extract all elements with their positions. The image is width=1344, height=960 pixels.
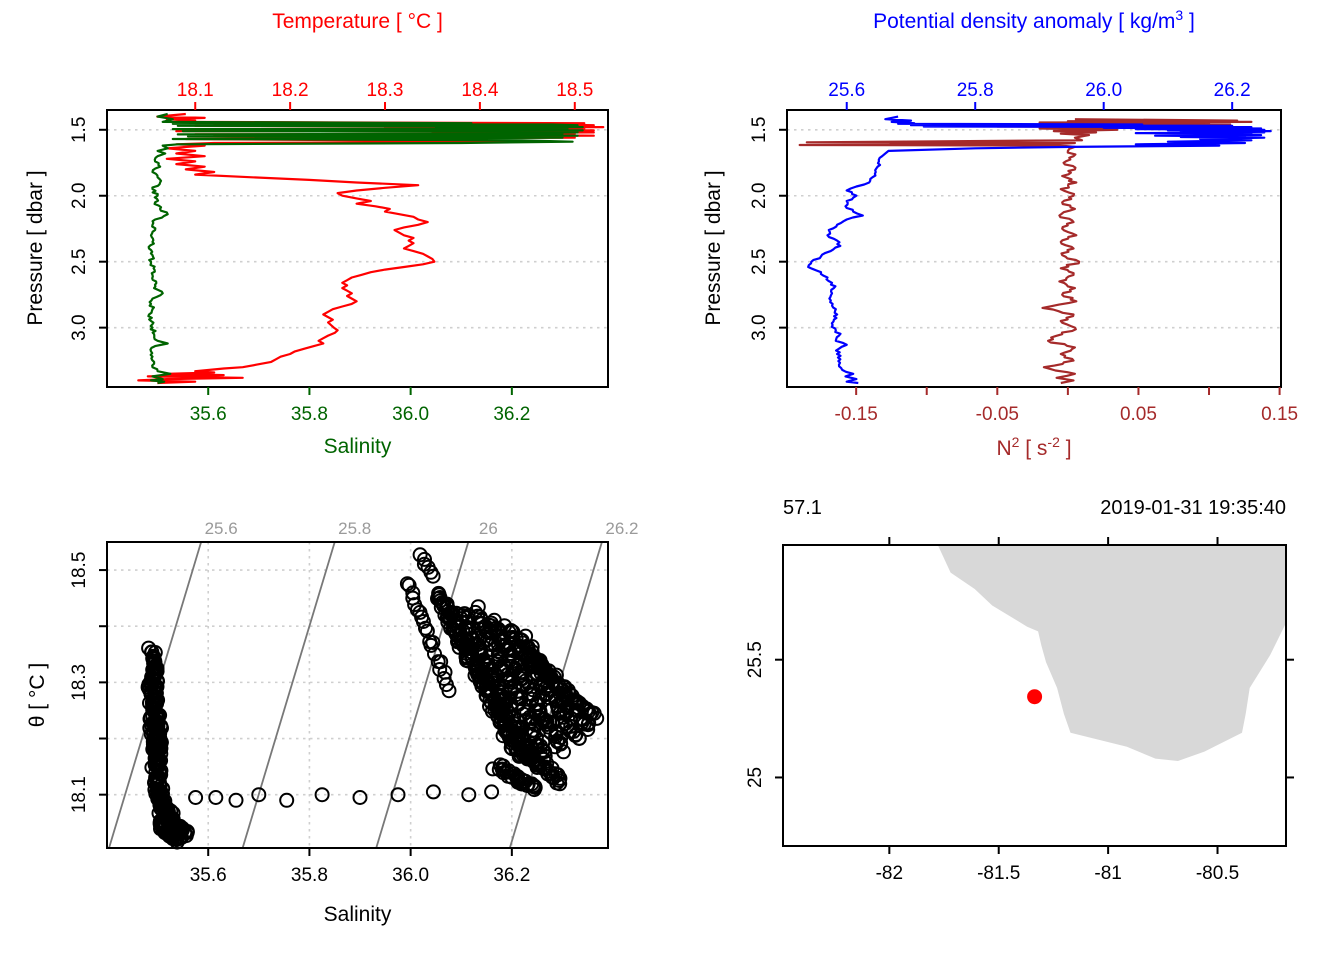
tick-label: 18.5 (556, 80, 593, 101)
axis-left: 1.5 2.0 2.5 3.0 (749, 117, 787, 341)
temperature-axis-title: Temperature [ °C ] (272, 10, 443, 33)
tick-label: -0.15 (835, 404, 878, 425)
isopycnal-label: 25.6 (205, 519, 238, 538)
tick-label: 18.1 (177, 80, 214, 101)
axis-bottom: 35.6 35.8 36.0 36.2 (190, 848, 530, 886)
ts-scatter-points (140, 547, 605, 850)
axis-bottom: -0.15 -0.05 0.05 0.15 (835, 387, 1298, 425)
tick-label: 18.5 (69, 552, 90, 589)
n2-title-n: N (996, 437, 1012, 460)
station-number-label: 57.1 (783, 497, 822, 519)
tick-label: 25.8 (957, 80, 994, 101)
pressure-axis-title-left-panel: Pressure [ dbar ] (24, 170, 47, 326)
panel-border (786, 109, 1282, 388)
axis-left: 1.5 2.0 2.5 3.0 (69, 117, 107, 341)
panel-profile-temp-salinity: 18.1 18.2 18.3 18.4 18.5 35.6 35.8 36.0 36.2 1.5 2… (69, 80, 609, 425)
axis-top (888, 537, 1219, 545)
land-polygon (937, 545, 1286, 761)
axis-right (1286, 658, 1294, 779)
panel-ts-diagram: 25.6 25.8 26 26.235.6 35.8 36.0 36.218.118.318… (69, 519, 638, 886)
tick-label: 0.05 (1120, 404, 1157, 425)
tick-label: 2.0 (749, 183, 770, 209)
salinity-axis-title-ts-panel: Salinity (323, 903, 392, 926)
tick-label: 0.15 (1261, 404, 1298, 425)
axis-top: 25.6 25.8 26.0 26.2 (828, 80, 1251, 110)
tick-label: 2.5 (749, 248, 770, 274)
axis-left: 18.1 18.3 18.5 (69, 552, 107, 813)
station-location-dot (1027, 689, 1043, 705)
tick-label: 3.0 (69, 314, 90, 340)
n2-title-unit-exp: -2 (1047, 434, 1060, 450)
density-title-text: Potential density anomaly [ kg/m (873, 10, 1176, 33)
n2-title-unit-close: ] (1059, 437, 1072, 460)
tick-label: 25 (745, 767, 766, 788)
tick-label: 25.5 (745, 641, 766, 678)
tick-label: 35.8 (291, 865, 328, 886)
salinity-axis-title-top-panel: Salinity (323, 435, 392, 458)
tick-label: 36.2 (493, 865, 530, 886)
pressure-axis-title-right-panel: Pressure [ dbar ] (702, 170, 725, 326)
density-axis-title: Potential density anomaly [ kg/m3 ] (787, 7, 1281, 34)
tick-label: 1.5 (749, 117, 770, 143)
tick-label: 35.6 (190, 865, 227, 886)
tick-label: -81.5 (977, 863, 1020, 884)
isopycnal-label: 26 (479, 519, 498, 538)
axis-top: 18.1 18.2 18.3 18.4 18.5 (177, 80, 593, 110)
tick-label: 2.0 (69, 183, 90, 209)
tick-label: 35.6 (190, 404, 227, 425)
axis-left: 25 25.5 (745, 641, 783, 788)
datetime-label: 2019-01-31 19:35:40 (1100, 497, 1286, 519)
coastline-layer (937, 545, 1286, 761)
density-title-superscript: 3 (1175, 7, 1184, 23)
isopycnal-label: 26.2 (605, 519, 638, 538)
tick-label: 18.2 (272, 80, 309, 101)
tick-label: 18.1 (69, 776, 90, 813)
tick-label: -80.5 (1196, 863, 1239, 884)
panel-border (106, 541, 609, 849)
tick-label: 36.0 (392, 404, 429, 425)
n2-title-unit-open: [ s (1019, 437, 1048, 460)
tick-label: 1.5 (69, 117, 90, 143)
tick-label: -0.05 (976, 404, 1019, 425)
n2-axis-title: N2 [ s-2 ] (787, 434, 1281, 461)
tick-label: 25.6 (828, 80, 865, 101)
tick-label: 2.5 (69, 248, 90, 274)
axis-bottom: -82 -81.5 -81 -80.5 (876, 846, 1239, 884)
tick-label: 36.2 (493, 404, 530, 425)
gridlines (787, 128, 1281, 329)
axis-bottom: 35.6 35.8 36.0 36.2 (190, 387, 530, 425)
panel-border (106, 109, 609, 388)
isopycnal-label: 25.8 (338, 519, 371, 538)
tick-label: 18.3 (69, 664, 90, 701)
density-title-close: ] (1183, 10, 1195, 33)
density-profile-line (807, 115, 1272, 385)
tick-label: 18.3 (367, 80, 404, 101)
tick-label: 18.4 (461, 80, 498, 101)
tick-label: 35.8 (291, 404, 328, 425)
tick-label: -81 (1094, 863, 1121, 884)
panel-station-map: -82 -81.5 -81 -80.5 25 25.5 (745, 537, 1294, 884)
panel-border (782, 544, 1287, 847)
tick-label: 26.2 (1214, 80, 1251, 101)
tick-label: 3.0 (749, 314, 770, 340)
n2-title-squared: 2 (1011, 434, 1020, 450)
panel-profile-density-n2: 25.6 25.8 26.0 26.2 -0.15 -0.05 0.05 0.15 1.5 2.0… (749, 80, 1298, 425)
tick-label: -82 (876, 863, 903, 884)
n2-profile-line (798, 118, 1253, 385)
tick-label: 36.0 (392, 865, 429, 886)
tick-label: 26.0 (1085, 80, 1122, 101)
theta-axis-title: θ [ °C ] (26, 662, 49, 728)
temperature-profile-line (137, 112, 605, 385)
salinity-profile-line (147, 112, 584, 385)
